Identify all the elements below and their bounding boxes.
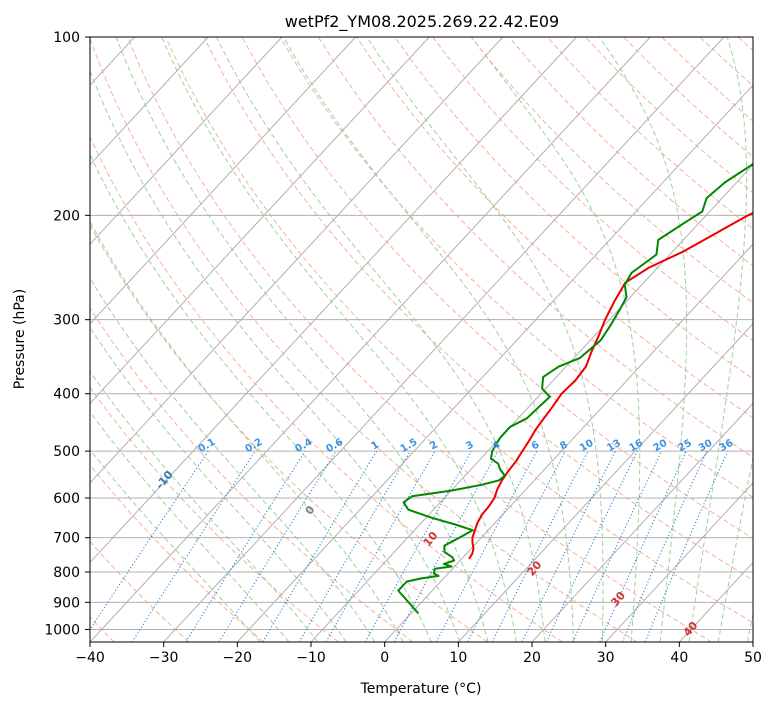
- isotherm-gridline: [90, 37, 430, 405]
- mixing-ratio-line: [393, 450, 499, 642]
- dry-adiabat-line: [90, 540, 190, 642]
- x-tick-label: −30: [149, 650, 179, 666]
- mixing-ratio-line: [599, 450, 687, 642]
- mixing-ratio-line: [262, 450, 378, 642]
- x-tick-label: 50: [744, 650, 762, 666]
- moist-adiabat-line: [717, 455, 753, 642]
- mixing-ratio-line: [621, 450, 708, 642]
- isotherm-gridline: [384, 243, 753, 642]
- mixing-ratio-label: 1: [370, 439, 382, 452]
- plot-clip: -100-90-80-70-60-50-40-30-20-10010203040…: [90, 37, 753, 642]
- moist-adiabat-line: [90, 448, 261, 642]
- temperature-profile-line: [468, 211, 753, 560]
- isotherm-gridline: [90, 37, 577, 564]
- grid-lines: [90, 37, 753, 642]
- x-tick-label: −20: [223, 650, 253, 666]
- x-tick-label: 40: [670, 650, 688, 666]
- mixing-ratio-line: [545, 450, 638, 642]
- y-tick-label: 300: [53, 313, 80, 329]
- mixing-ratio-label: 8: [558, 439, 570, 452]
- mixing-ratio-lines: [90, 450, 729, 642]
- isotherm-gridline: [90, 37, 209, 166]
- moist-adiabat-line: [115, 37, 489, 642]
- isotherm-gridline: [236, 84, 753, 642]
- mixing-ratio-line: [218, 450, 337, 642]
- dry-adiabat-line: [279, 37, 753, 498]
- moist-adiabats: [90, 37, 753, 642]
- x-tick-label: 20: [523, 650, 541, 666]
- dry-adiabat-line: [90, 37, 638, 642]
- y-tick-label: 900: [53, 595, 80, 611]
- isotherm-gridline: [90, 37, 651, 642]
- isotherm-gridline: [90, 37, 283, 245]
- x-tick-label: 10: [449, 650, 467, 666]
- dry-adiabat-line: [90, 135, 563, 642]
- y-tick-label: 100: [53, 30, 80, 46]
- y-tick-label: 400: [53, 387, 80, 403]
- moist-adiabat-line: [90, 220, 404, 642]
- isotherm-gridline: [163, 37, 725, 642]
- dry-adiabats: [90, 37, 753, 642]
- y-tick-label: 200: [53, 208, 80, 224]
- moist-adiabat-line: [366, 37, 604, 642]
- y-tick-label: 800: [53, 565, 80, 581]
- x-axis-label: Temperature (°C): [360, 681, 482, 697]
- moist-adiabat-line: [598, 37, 688, 642]
- mixing-ratio-line: [521, 450, 616, 642]
- dry-adiabat-line: [90, 224, 488, 642]
- mixing-ratio-label: 6: [530, 439, 542, 452]
- isotherm-gridline: [605, 482, 753, 642]
- mixing-ratio-label: 4: [491, 439, 503, 452]
- isotherm-gridline: [90, 37, 356, 325]
- moist-adiabat-line: [90, 326, 347, 642]
- mixing-ratio-line: [644, 450, 729, 642]
- moist-adiabat-line: [688, 37, 748, 642]
- dry-adiabat-line: [432, 37, 753, 342]
- plot-area: [90, 37, 753, 642]
- dry-adiabat-line: [90, 464, 264, 642]
- isotherm-gridline: [310, 163, 753, 642]
- mixing-ratio-label: 3: [464, 439, 476, 452]
- dry-adiabat-line: [356, 37, 753, 419]
- mixing-ratio-label: 2: [428, 439, 440, 452]
- mixing-ratio-line: [572, 450, 663, 642]
- mixing-ratio-line: [90, 450, 209, 631]
- dry-adiabat-line: [203, 37, 753, 581]
- moist-adiabat-line: [471, 37, 641, 642]
- isotherm-gridline: [90, 37, 504, 484]
- y-axis-ticks: 100 200 300 400 500 600 700 800 900 1000: [44, 30, 90, 638]
- mixing-ratio-line: [298, 450, 411, 642]
- y-tick-label: 700: [53, 531, 80, 547]
- mixing-ratio-line: [185, 450, 306, 642]
- dry-adiabat-line: [127, 37, 712, 642]
- chart-title: wetPf2_YM08.2025.269.22.42.E09: [285, 12, 559, 32]
- plot-frame: [89, 36, 754, 643]
- x-tick-label: 0: [380, 650, 389, 666]
- moist-adiabat-line: [216, 37, 546, 642]
- moist-adiabat-line: [90, 410, 290, 642]
- dewpoint-profile-line: [397, 162, 753, 615]
- isotherm-gridline: [531, 402, 753, 642]
- y-tick-label: 600: [53, 491, 80, 507]
- dry-adiabat-line: [165, 37, 753, 624]
- y-axis-label: Pressure (hPa): [12, 289, 28, 389]
- moist-adiabat-line: [90, 69, 461, 642]
- y-tick-label: 1000: [44, 622, 80, 638]
- dry-adiabat-line: [470, 37, 753, 304]
- x-tick-label: −40: [75, 650, 105, 666]
- profile-series: [397, 162, 753, 615]
- moist-adiabat-line: [90, 277, 376, 642]
- x-tick-label: −10: [296, 650, 326, 666]
- mixing-ratio-line: [364, 450, 472, 642]
- x-axis-ticks: −40 −30 −20 −10 0 10 20 30 40 50: [75, 642, 762, 666]
- x-tick-label: 30: [597, 650, 615, 666]
- isotherm-gridline: [457, 323, 753, 642]
- moist-adiabat-line: [90, 153, 432, 642]
- y-tick-label: 500: [53, 444, 80, 460]
- mixing-ratio-line: [131, 450, 256, 642]
